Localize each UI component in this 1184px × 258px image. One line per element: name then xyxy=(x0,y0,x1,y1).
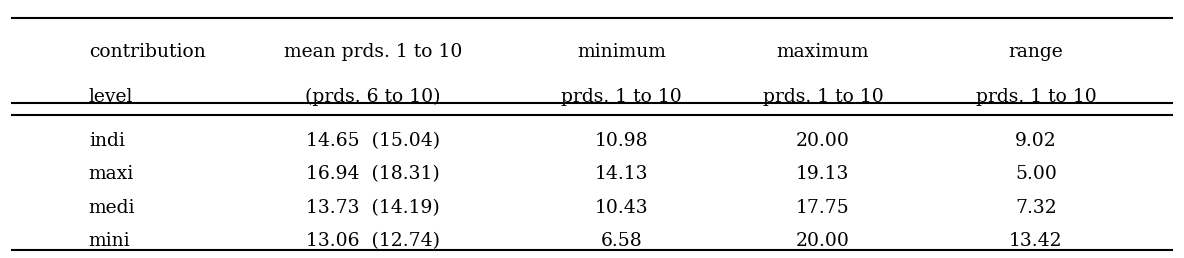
Text: 17.75: 17.75 xyxy=(796,199,850,217)
Text: 20.00: 20.00 xyxy=(796,132,850,150)
Text: mean prds. 1 to 10: mean prds. 1 to 10 xyxy=(284,43,462,61)
Text: prds. 1 to 10: prds. 1 to 10 xyxy=(976,88,1096,106)
Text: medi: medi xyxy=(89,199,135,217)
Text: 9.02: 9.02 xyxy=(1015,132,1057,150)
Text: prds. 1 to 10: prds. 1 to 10 xyxy=(561,88,682,106)
Text: 20.00: 20.00 xyxy=(796,232,850,250)
Text: (prds. 6 to 10): (prds. 6 to 10) xyxy=(305,88,440,106)
Text: minimum: minimum xyxy=(577,43,667,61)
Text: 7.32: 7.32 xyxy=(1015,199,1057,217)
Text: 19.13: 19.13 xyxy=(796,165,850,183)
Text: mini: mini xyxy=(89,232,130,250)
Text: range: range xyxy=(1009,43,1063,61)
Text: level: level xyxy=(89,88,133,106)
Text: 10.98: 10.98 xyxy=(594,132,649,150)
Text: 13.73  (14.19): 13.73 (14.19) xyxy=(307,199,439,217)
Text: maximum: maximum xyxy=(777,43,869,61)
Text: maxi: maxi xyxy=(89,165,134,183)
Text: 14.65  (15.04): 14.65 (15.04) xyxy=(305,132,440,150)
Text: 5.00: 5.00 xyxy=(1015,165,1057,183)
Text: 13.06  (12.74): 13.06 (12.74) xyxy=(305,232,440,250)
Text: 6.58: 6.58 xyxy=(600,232,643,250)
Text: 16.94  (18.31): 16.94 (18.31) xyxy=(307,165,439,183)
Text: 14.13: 14.13 xyxy=(594,165,649,183)
Text: prds. 1 to 10: prds. 1 to 10 xyxy=(762,88,883,106)
Text: indi: indi xyxy=(89,132,124,150)
Text: contribution: contribution xyxy=(89,43,206,61)
Text: 10.43: 10.43 xyxy=(594,199,649,217)
Text: 13.42: 13.42 xyxy=(1009,232,1063,250)
